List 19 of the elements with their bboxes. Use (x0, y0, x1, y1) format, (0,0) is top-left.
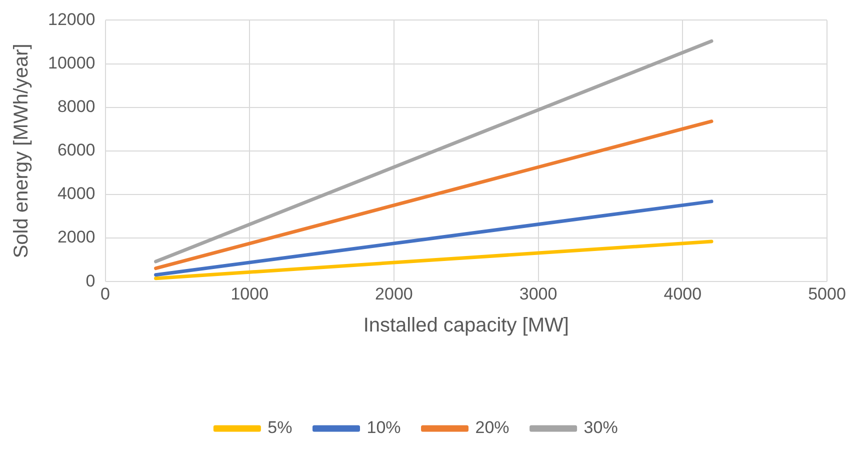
x-tick-label: 4000 (664, 284, 702, 304)
y-tick-label: 10000 (48, 53, 96, 72)
x-tick-label: 3000 (519, 284, 558, 304)
legend-label: 30% (584, 418, 618, 438)
y-tick-label: 8000 (57, 97, 96, 116)
x-tick-label: 5000 (808, 284, 846, 304)
y-axis-title: Sold energy [MWh/year] (10, 44, 33, 258)
y-tick-label: 2000 (57, 228, 96, 247)
y-tick-label: 6000 (57, 140, 96, 160)
x-tick-label: 1000 (230, 284, 269, 304)
x-tick-label: 2000 (375, 284, 413, 304)
y-tick-label: 4000 (57, 184, 96, 204)
legend-label: 10% (366, 418, 401, 438)
y-tick-label: 0 (86, 271, 96, 290)
legend-label: 20% (475, 418, 510, 438)
y-tick-label: 12000 (48, 10, 96, 29)
legend-label: 5% (268, 418, 292, 438)
x-tick-label: 0 (100, 284, 110, 304)
x-axis-title: Installed capacity [MW] (363, 314, 569, 337)
